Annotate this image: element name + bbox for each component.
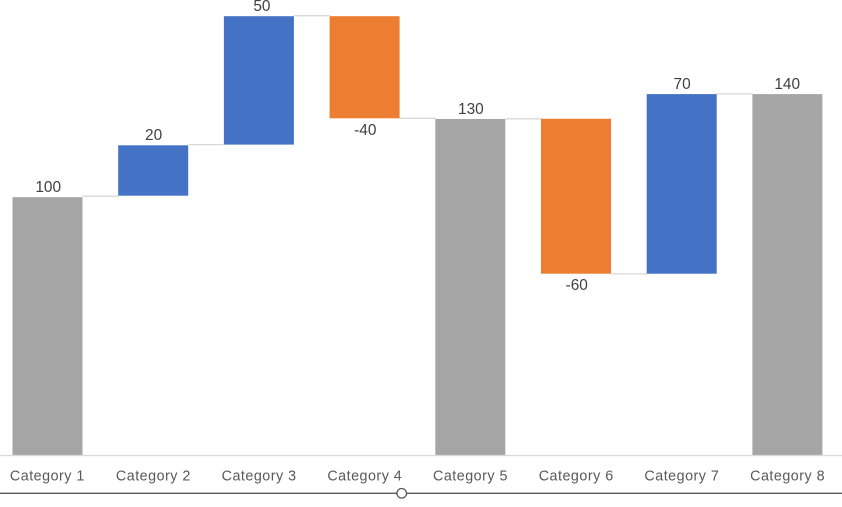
svg-text:Category 2: Category 2 xyxy=(116,469,191,485)
svg-text:70: 70 xyxy=(674,76,691,93)
svg-text:20: 20 xyxy=(145,127,162,144)
svg-text:-40: -40 xyxy=(354,122,376,139)
svg-text:140: 140 xyxy=(774,76,800,93)
svg-text:Category 7: Category 7 xyxy=(644,469,719,485)
svg-text:Category 3: Category 3 xyxy=(222,469,297,485)
svg-text:100: 100 xyxy=(35,179,61,196)
svg-text:Category 4: Category 4 xyxy=(327,469,402,485)
svg-text:Category 1: Category 1 xyxy=(10,469,85,485)
svg-text:130: 130 xyxy=(458,101,484,118)
svg-text:-60: -60 xyxy=(566,277,588,294)
svg-text:Category 6: Category 6 xyxy=(539,469,614,485)
svg-text:50: 50 xyxy=(253,0,270,15)
svg-text:Category 5: Category 5 xyxy=(433,469,508,485)
svg-text:Category 8: Category 8 xyxy=(750,469,825,485)
